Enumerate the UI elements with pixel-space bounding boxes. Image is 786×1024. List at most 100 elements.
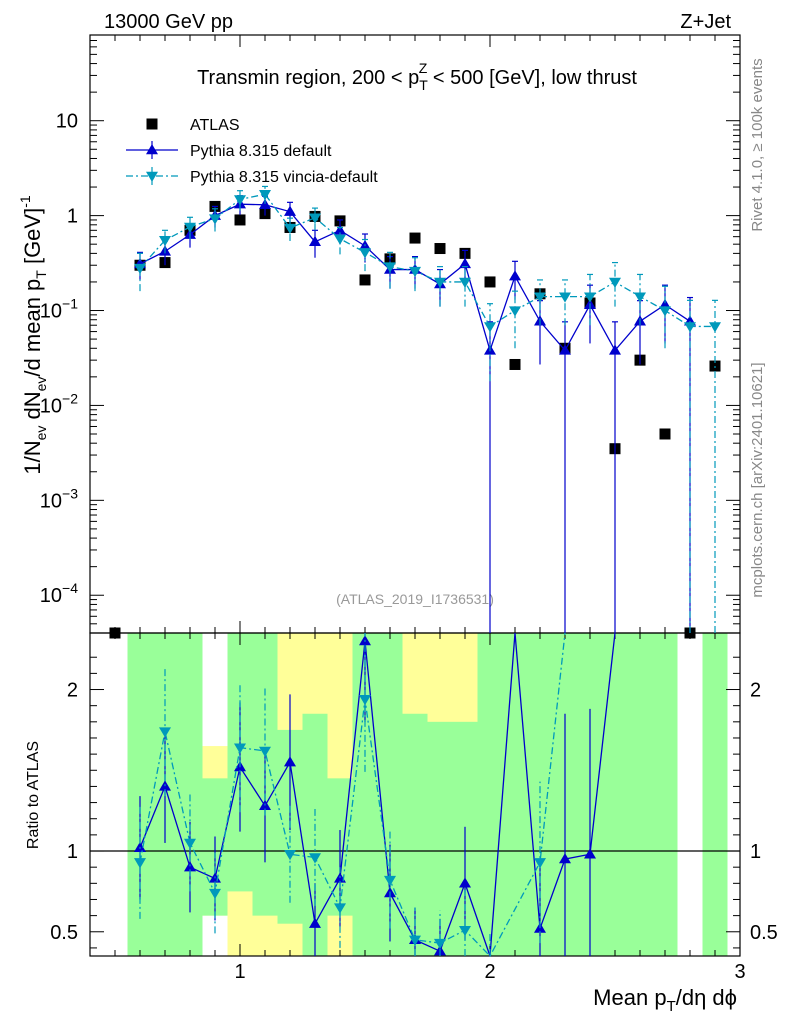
axis-tick-labels: 1 2 3 10 1 10−1 10−2 10−3 10−4 2 2 1 1 0.5 0.5 [40,111,778,983]
point [384,262,396,273]
y-tick-label: 10−3 [40,485,78,512]
point [634,292,646,303]
main-panel-frame [89,34,741,634]
y-tick-label: 10−2 [40,390,78,417]
band-inner [477,633,503,956]
point [659,428,671,440]
point [509,270,521,281]
point [609,344,621,355]
header-process: Z+Jet [680,11,731,33]
y-tick-label: 10 [56,111,78,133]
ratio-point [209,888,221,900]
y-tick-label: 10−4 [40,580,78,607]
point [559,292,571,303]
legend-label-0: ATLAS [190,117,240,134]
ratio-point [434,938,446,950]
chart-title: Transmin region, 200 < pTZ < 500 [GeV], … [197,60,637,93]
ratio-point [534,858,546,869]
point [459,277,471,288]
x-tick-label: 3 [734,961,745,983]
ratio-point [259,746,271,757]
ratio-uncertainty-bands [127,633,728,956]
ratio-point [309,917,321,928]
point [209,214,221,225]
point [234,214,246,226]
point [659,306,671,317]
band-inner [702,633,728,956]
x-axis-label: Mean pT/dη dϕ [593,985,737,1015]
point [434,277,446,288]
point [459,257,471,269]
point [309,213,321,224]
point [509,306,521,317]
point [559,344,571,355]
ratio-point [309,853,321,864]
point [184,222,196,233]
legend-label-2: Pythia 8.315 vincia-default [190,169,378,186]
point [534,292,546,303]
y-tick-label: 1 [67,206,78,228]
ratio-point [134,858,146,869]
point [359,274,371,286]
ratio-point [284,756,296,767]
band-inner [627,633,653,956]
ratio-point [409,935,421,946]
band-inner [502,633,528,956]
point [234,195,246,206]
ratio-point [384,875,396,887]
series-1 [134,195,696,633]
point [709,322,721,333]
ratio-y-tick-label: 1 [67,841,78,863]
point [584,292,596,303]
ratio-point [184,838,196,849]
ratio-point [284,850,296,861]
series-2 [134,185,721,633]
ratio-y-tick-label-right: 0.5 [750,922,778,944]
point [409,266,421,278]
ratio-point [559,853,571,864]
point [259,198,271,209]
x-tick-label: 1 [234,961,245,983]
band-inner [652,633,678,956]
ratio-point [234,743,246,754]
ratio-point [459,877,471,888]
point [359,248,371,259]
band-inner [602,633,628,956]
ratio-point [334,903,346,914]
series-line [139,193,715,328]
point [109,627,121,639]
point [284,205,296,216]
legend-marker-1 [146,144,158,155]
point [134,263,146,275]
y-axis-label-ratio: Ratio to ATLAS [25,741,42,849]
y-axis-label-main: 1/Nev dNev/d mean pT [GeV]-1 [17,195,49,475]
data-marks [109,185,721,958]
ratio-y-tick-label: 2 [67,680,78,702]
ratio-point [584,848,596,859]
legend-marker-2 [146,171,158,182]
ratio-y-tick-label-right: 1 [750,841,761,863]
source-label: mcplots.cern.ch [arXiv:2401.10621] [749,362,766,597]
rivet-label: Rivet 4.1.0, ≥ 100k events [749,58,766,231]
legend: ATLAS Pythia 8.315 default Pythia 8.315 vi… [126,117,378,186]
x-tick-label: 2 [484,961,495,983]
point [159,236,171,247]
band-inner [427,721,453,956]
point [259,190,271,201]
point [334,234,346,245]
legend-label-1: Pythia 8.315 default [190,143,332,160]
ratio-point [359,695,371,706]
watermark: (ATLAS_2019_I1736531) [336,591,494,607]
point [284,223,296,235]
header-energy: 13000 GeV pp [104,11,233,33]
point [509,358,521,370]
y-tick-label: 10−1 [40,296,78,323]
point [484,322,496,333]
point [309,235,321,246]
point [434,243,446,255]
ratio-point [459,925,471,937]
ratio-point [159,727,171,738]
ratio-y-tick-label-right: 2 [750,680,761,702]
legend-marker-0 [146,118,158,130]
